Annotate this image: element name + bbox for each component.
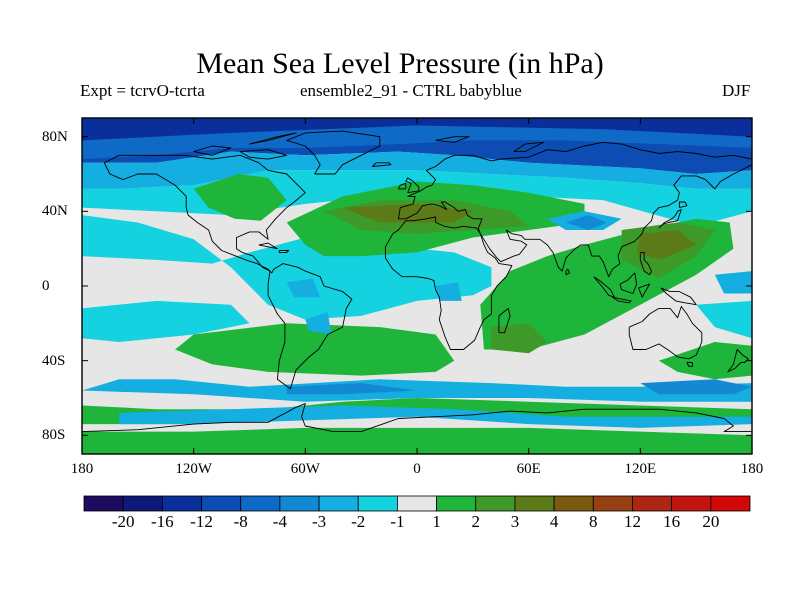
lon-tick-label: 60W (290, 461, 320, 477)
colorbar-swatch (397, 495, 437, 512)
contour-region-8 (696, 300, 752, 339)
colorbar-label: 2 (471, 512, 481, 531)
contour-region-15 (82, 427, 752, 454)
contour-region-27 (286, 278, 321, 298)
contour-region-29 (435, 282, 462, 301)
colorbar-swatch (475, 495, 516, 512)
coastline-23 (249, 132, 297, 145)
coastline-2 (397, 141, 752, 278)
contour-region-28 (305, 312, 332, 335)
colorbar-swatch (201, 495, 242, 512)
colorbar-label: -1 (390, 512, 405, 531)
coastline-1 (286, 130, 381, 175)
coastline-18 (639, 251, 652, 276)
colorbar-swatch (161, 495, 202, 512)
lon-tick-label: 60E (516, 461, 541, 477)
coastline-0 (103, 154, 353, 390)
colorbar-swatch (553, 495, 594, 512)
colorbar-label: -8 (233, 512, 248, 531)
coastline-21 (239, 149, 288, 160)
coastline-16 (638, 283, 651, 298)
lat-tick-label: 80S (42, 427, 66, 444)
colorbar-label: 3 (510, 512, 520, 531)
colorbar-label: -2 (351, 512, 366, 531)
contour-regions (82, 118, 752, 454)
lat-tick-label: 40N (42, 203, 68, 220)
contour-region-9 (193, 174, 287, 221)
colorbar-label: 20 (702, 512, 720, 531)
coastline-3 (384, 216, 513, 350)
coastline-15 (619, 272, 638, 294)
lon-tick-label: 0 (413, 461, 421, 477)
contour-region-5 (82, 215, 492, 320)
colorbar-swatch (122, 495, 163, 512)
lon-tick-label: 120W (175, 461, 212, 477)
colorbar-swatch (710, 495, 751, 512)
contour-region-19 (342, 203, 473, 223)
coastlines (82, 130, 752, 433)
lon-tick-label: 180 (70, 461, 94, 477)
coastline-10 (371, 162, 392, 167)
coastline-14 (612, 296, 632, 304)
coastline-5 (628, 306, 703, 360)
lat-tick-label: 0 (42, 278, 50, 294)
coastline-24 (435, 136, 470, 143)
colorbar-swatch (514, 495, 555, 512)
colorbar (83, 495, 751, 512)
colorbar-swatch (83, 495, 124, 512)
contour-region-3 (82, 151, 752, 189)
colorbar-label: -12 (190, 512, 213, 531)
ensemble-label: ensemble2_91 - CTRL babyblue (300, 81, 522, 100)
page-title: Mean Sea Level Pressure (in hPa) (196, 47, 604, 80)
contour-region-20 (636, 230, 697, 260)
colorbar-label: 1 (432, 512, 441, 531)
lat-tick-label: 80N (42, 128, 68, 145)
coastline-9 (397, 182, 407, 190)
contour-region-30 (714, 271, 752, 294)
coastline-20 (278, 250, 290, 253)
colorbar-label: -16 (151, 512, 174, 531)
coastline-26 (565, 268, 571, 276)
colorbar-swatch (632, 495, 673, 512)
coastline-8 (405, 177, 420, 194)
colorbar-swatch (592, 495, 633, 512)
season-label: DJF (722, 81, 751, 100)
colorbar-swatch (318, 495, 359, 512)
colorbar-swatch (357, 495, 398, 512)
coastline-12 (678, 201, 688, 209)
colorbar-label: 12 (623, 512, 641, 531)
colorbar-label: -3 (311, 512, 327, 531)
contour-region-23 (640, 379, 752, 395)
contour-region-2 (82, 118, 752, 141)
contour-region-22 (286, 383, 417, 395)
colorbar-label: 8 (589, 512, 598, 531)
coastline-7 (727, 349, 749, 373)
contour-region-7 (82, 300, 250, 342)
lon-tick-label: 120E (624, 461, 657, 477)
coastline-17 (660, 287, 697, 306)
colorbar-label: 16 (663, 512, 681, 531)
lat-tick-label: 40S (42, 352, 66, 369)
colorbar-label: -4 (272, 512, 287, 531)
colorbar-swatch (240, 495, 281, 512)
coastline-27 (82, 403, 752, 433)
colorbar-swatch (279, 495, 320, 512)
contour-region-26 (565, 215, 607, 230)
coastline-25 (513, 141, 545, 153)
colorbar-swatch (671, 495, 712, 512)
contour-region-12 (175, 323, 455, 376)
axis-tickmarks (81, 118, 753, 454)
experiment-label: Expt = tcrvO-tcrta (80, 81, 205, 100)
coastline-19 (258, 242, 278, 250)
coastline-11 (658, 209, 682, 229)
colorbar-swatch (436, 495, 477, 512)
colorbar-label: 4 (549, 512, 559, 531)
coastline-4 (498, 307, 511, 334)
coastline-6 (686, 362, 693, 367)
lon-tick-label: 180 (740, 461, 764, 477)
colorbar-label: -20 (111, 512, 135, 531)
coastline-22 (193, 145, 232, 156)
